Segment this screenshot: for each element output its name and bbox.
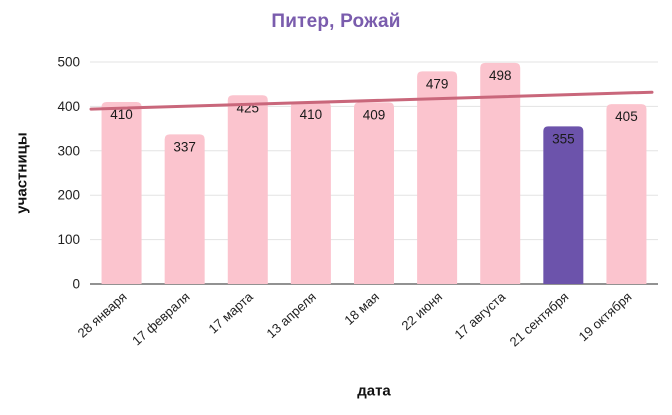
- chart-title: Питер, Рожай: [271, 11, 401, 32]
- x-tick-label: 13 апреля: [264, 289, 319, 341]
- x-tick-label: 18 мая: [341, 289, 382, 328]
- bar: [227, 95, 268, 284]
- x-tick-label: 28 января: [75, 289, 130, 341]
- bar: [417, 71, 458, 284]
- y-tick-label: 400: [57, 99, 80, 114]
- y-tick-label: 300: [57, 143, 80, 158]
- bar-value-label: 479: [426, 76, 449, 91]
- x-tick-label: 17 августа: [451, 289, 508, 343]
- bar-value-label: 410: [300, 107, 323, 122]
- bar: [101, 101, 142, 285]
- y-axis-title: участницы: [13, 132, 31, 214]
- bar: [290, 101, 331, 285]
- bar-value-label: 337: [173, 139, 196, 154]
- x-tick-label: 19 октября: [576, 289, 635, 344]
- y-tick-label: 0: [72, 277, 80, 292]
- y-tick-label: 500: [57, 55, 80, 70]
- trend-line: [89, 90, 654, 111]
- y-tick-label: 200: [57, 188, 80, 203]
- x-tick-label: 22 июня: [398, 289, 445, 333]
- bar-highlighted: [543, 126, 584, 284]
- bar: [164, 134, 205, 284]
- x-tick-label: 17 марта: [205, 289, 256, 337]
- bar-value-label: 498: [489, 68, 512, 83]
- x-axis-title: дата: [357, 382, 391, 400]
- bar: [480, 62, 521, 284]
- x-tick-label: 21 сентября: [507, 289, 572, 349]
- y-tick-label: 100: [57, 232, 80, 247]
- bar-value-label: 425: [237, 100, 260, 115]
- bar-value-label: 410: [110, 107, 133, 122]
- bar-value-label: 405: [615, 109, 638, 124]
- bar: [354, 102, 394, 285]
- bar: [606, 104, 647, 285]
- bar-value-label: 409: [363, 107, 386, 122]
- x-tick-label: 17 февраля: [129, 289, 193, 348]
- bar-value-label: 355: [552, 131, 575, 146]
